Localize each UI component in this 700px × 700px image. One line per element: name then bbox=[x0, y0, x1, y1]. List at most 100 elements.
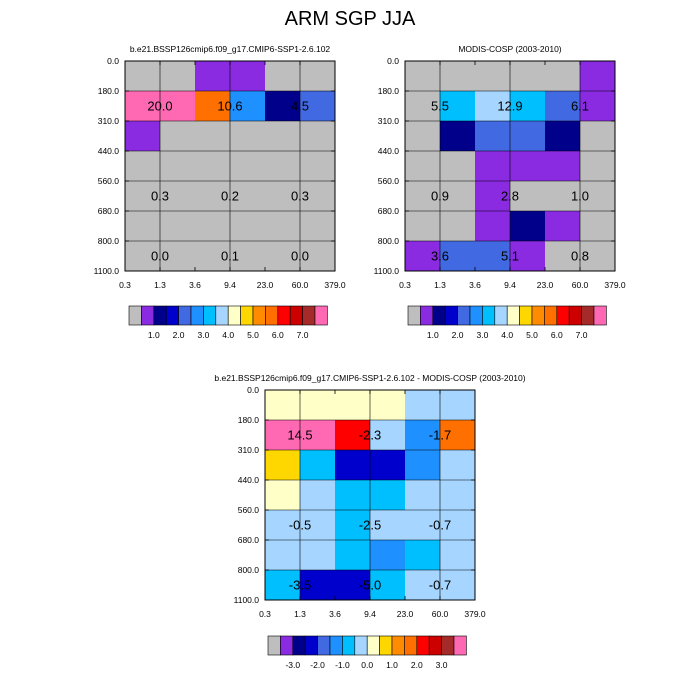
heatmap-cell bbox=[405, 510, 441, 541]
colorbar-label: 5.0 bbox=[247, 330, 259, 340]
heatmap-cell bbox=[510, 241, 546, 272]
value-label: -5.0 bbox=[359, 578, 381, 593]
colorbar-box bbox=[469, 305, 483, 326]
value-label: -3.5 bbox=[289, 578, 311, 593]
heatmap-cell bbox=[405, 241, 441, 272]
heatmap-cell bbox=[440, 61, 476, 92]
y-tick-label: 310.0 bbox=[98, 116, 120, 126]
x-tick-label: 23.0 bbox=[537, 280, 554, 290]
heatmap-cell bbox=[580, 91, 616, 122]
heatmap-cell bbox=[265, 540, 301, 571]
value-label: -2.3 bbox=[359, 428, 381, 443]
heatmap-cell bbox=[335, 510, 371, 541]
heatmap-cell bbox=[300, 181, 336, 212]
heatmap-cell bbox=[160, 91, 196, 122]
heatmap-cell bbox=[300, 450, 336, 481]
heatmap-cell bbox=[405, 480, 441, 511]
heatmap-cell bbox=[475, 211, 511, 242]
colorbar-box bbox=[240, 305, 254, 326]
heatmap-cell bbox=[475, 121, 511, 152]
colorbar-label: 6.0 bbox=[551, 330, 563, 340]
x-tick-label: 9.4 bbox=[504, 280, 516, 290]
y-tick-label: 1100.0 bbox=[234, 595, 260, 605]
colorbar-box bbox=[190, 305, 204, 326]
x-tick-label: 60.0 bbox=[292, 280, 309, 290]
colorbar-box bbox=[165, 305, 179, 326]
value-label: 0.2 bbox=[221, 189, 239, 204]
heatmap-cell bbox=[195, 181, 231, 212]
colorbar-label: 1.0 bbox=[386, 660, 398, 670]
panel-title: b.e21.BSSP126cmip6.f09_g17.CMIP6-SSP1-2.… bbox=[130, 44, 331, 54]
heatmap-cell bbox=[370, 570, 406, 601]
colorbar-box bbox=[531, 305, 545, 326]
heatmap-cell bbox=[440, 241, 476, 272]
heatmap-cell bbox=[440, 510, 476, 541]
colorbar-box bbox=[416, 635, 430, 656]
heatmap-cell bbox=[265, 480, 301, 511]
heatmap-cell bbox=[300, 241, 336, 272]
x-tick-label: 23.0 bbox=[397, 609, 414, 619]
heatmap-cell bbox=[300, 540, 336, 571]
heatmap-cell bbox=[510, 91, 546, 122]
heatmap-cell bbox=[265, 91, 301, 122]
heatmap-cell bbox=[160, 151, 196, 182]
x-tick-label: 60.0 bbox=[572, 280, 589, 290]
value-label: 0.3 bbox=[291, 189, 309, 204]
heatmap-cell bbox=[510, 211, 546, 242]
heatmap-cell bbox=[580, 151, 616, 182]
colorbar-box bbox=[444, 305, 458, 326]
heatmap-cell bbox=[475, 181, 511, 212]
heatmap-cell bbox=[300, 420, 336, 451]
value-label: 5.1 bbox=[501, 249, 519, 264]
colorbar-box bbox=[289, 305, 303, 326]
heatmap-cell bbox=[300, 121, 336, 152]
x-tick-label: 9.4 bbox=[224, 280, 236, 290]
y-tick-label: 440.0 bbox=[238, 475, 260, 485]
heatmap-cell bbox=[510, 151, 546, 182]
colorbar-box bbox=[329, 635, 343, 656]
heatmap-cell bbox=[510, 61, 546, 92]
colorbar-box bbox=[482, 305, 496, 326]
heatmap-cell bbox=[405, 151, 441, 182]
x-tick-label: 0.3 bbox=[399, 280, 411, 290]
heatmap-cell bbox=[405, 211, 441, 242]
heatmap-cell bbox=[300, 390, 336, 421]
value-label: 0.8 bbox=[571, 249, 589, 264]
colorbar-box bbox=[593, 305, 607, 326]
heatmap-cell bbox=[300, 211, 336, 242]
value-label: -0.5 bbox=[289, 518, 311, 533]
colorbar-label: 3.0 bbox=[197, 330, 209, 340]
heatmap-cell bbox=[405, 91, 441, 122]
heatmap-cell bbox=[580, 241, 616, 272]
heatmap-cell bbox=[370, 480, 406, 511]
heatmap-cell bbox=[265, 570, 301, 601]
heatmap-cell bbox=[265, 420, 301, 451]
y-tick-label: 310.0 bbox=[378, 116, 400, 126]
heatmap-cell bbox=[440, 151, 476, 182]
colorbar-box bbox=[354, 635, 368, 656]
heatmap-cell bbox=[230, 61, 266, 92]
heatmap-cell bbox=[265, 181, 301, 212]
y-tick-label: 1100.0 bbox=[94, 266, 120, 276]
heatmap-cell bbox=[405, 390, 441, 421]
heatmap-cell bbox=[195, 91, 231, 122]
heatmap-cell bbox=[265, 61, 301, 92]
heatmap-cell bbox=[545, 121, 581, 152]
heatmap-cell bbox=[370, 420, 406, 451]
value-label: 14.5 bbox=[287, 428, 312, 443]
colorbar-label: 6.0 bbox=[272, 330, 284, 340]
colorbar-box bbox=[391, 635, 405, 656]
colorbar-box bbox=[153, 305, 167, 326]
colorbar-label: -2.0 bbox=[310, 660, 325, 670]
colorbar-label: 1.0 bbox=[427, 330, 439, 340]
value-label: 20.0 bbox=[147, 99, 172, 114]
colorbar-box bbox=[302, 305, 316, 326]
heatmap-cell bbox=[335, 570, 371, 601]
heatmap-cell bbox=[125, 151, 161, 182]
y-tick-label: 800.0 bbox=[378, 236, 400, 246]
value-label: 0.9 bbox=[431, 189, 449, 204]
heatmap-cell bbox=[370, 390, 406, 421]
y-tick-label: 800.0 bbox=[238, 565, 260, 575]
colorbar-box bbox=[544, 305, 558, 326]
heatmap-cell bbox=[475, 91, 511, 122]
